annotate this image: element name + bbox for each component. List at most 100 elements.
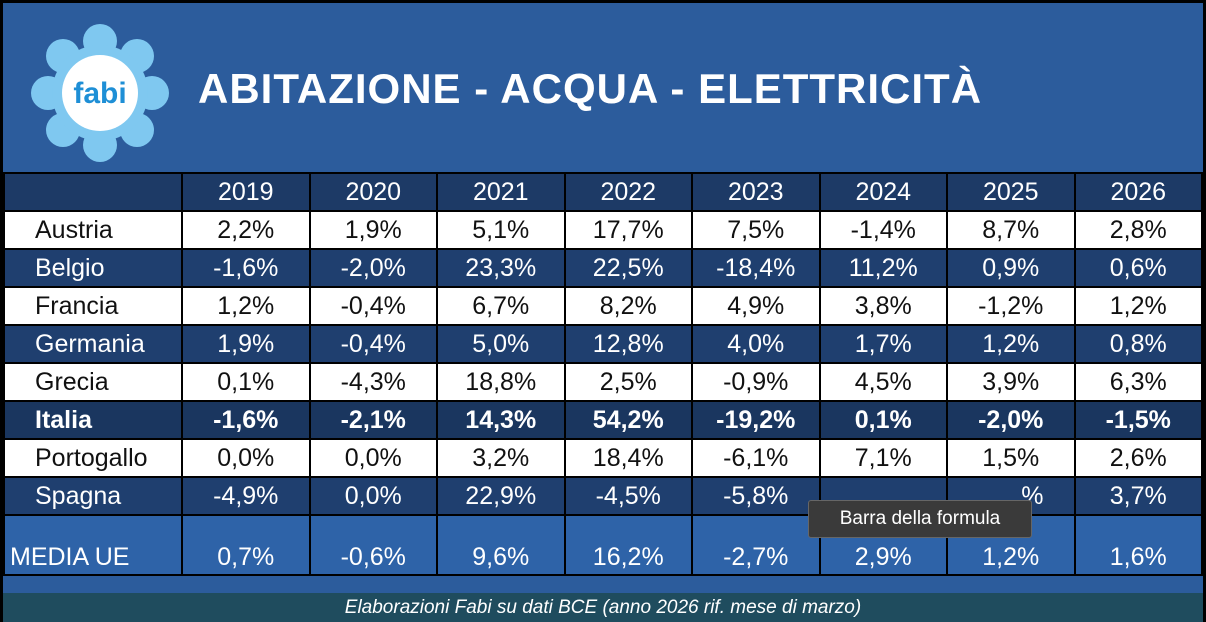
cell: 5,1% <box>436 210 566 250</box>
cell: 1,7% <box>818 324 948 364</box>
cell: 6,7% <box>436 286 566 326</box>
cell: -0,4% <box>308 286 438 326</box>
row-label: Francia <box>3 286 183 326</box>
table-row: Portogallo 0,0% 0,0% 3,2% 18,4% -6,1% 7,1% 1,5%… <box>3 438 1203 478</box>
cell: 0,0% <box>308 476 438 516</box>
cell: 23,3% <box>436 248 566 288</box>
table-row: Germania 1,9% -0,4% 5,0% 12,8% 4,0% 1,7% 1,2% 0,… <box>3 324 1203 364</box>
cell: 3,2% <box>436 438 566 478</box>
cell: -1,6% <box>181 248 311 288</box>
cell: -2,0% <box>308 248 438 288</box>
table-row: Italia -1,6% -2,1% 14,3% 54,2% -19,2% 0,1% -2,0… <box>3 400 1203 440</box>
cell: 0,8% <box>1073 324 1203 364</box>
cell: -5,8% <box>691 476 821 516</box>
column-header: 2023 <box>691 172 821 212</box>
cell: -1,6% <box>181 400 311 440</box>
cell: 1,2% <box>1073 286 1203 326</box>
cell: -2,7% <box>691 514 821 576</box>
cell: 16,2% <box>563 514 693 576</box>
table-row: Belgio -1,6% -2,0% 23,3% 22,5% -18,4% 11,2% 0,9… <box>3 248 1203 288</box>
cell: 12,8% <box>563 324 693 364</box>
logo-text: fabi <box>73 77 126 110</box>
cell: 0,1% <box>818 400 948 440</box>
cell: 0,9% <box>946 248 1076 288</box>
cell: -4,5% <box>563 476 693 516</box>
page: fabi ABITAZIONE - ACQUA - ELETTRICITÀ 20… <box>3 3 1203 622</box>
row-label: Grecia <box>3 362 183 402</box>
cell: 7,1% <box>818 438 948 478</box>
cell: 17,7% <box>563 210 693 250</box>
cell: 1,2% <box>181 286 311 326</box>
cell: 6,3% <box>1073 362 1203 402</box>
table-row: Grecia 0,1% -4,3% 18,8% 2,5% -0,9% 4,5% 3,9% 6,3… <box>3 362 1203 402</box>
row-label: Portogallo <box>3 438 183 478</box>
header-row: 2019 2020 2021 2022 2023 2024 2025 2026 <box>3 172 1203 212</box>
table-row: Francia 1,2% -0,4% 6,7% 8,2% 4,9% 3,8% -1,2% 1,2… <box>3 286 1203 326</box>
cell: 1,9% <box>181 324 311 364</box>
column-header: 2019 <box>181 172 311 212</box>
cell: 1,9% <box>308 210 438 250</box>
cell: 9,6% <box>436 514 566 576</box>
footer: Elaborazioni Fabi su dati BCE (anno 2026… <box>3 593 1203 622</box>
cell: 2,2% <box>181 210 311 250</box>
row-label: Spagna <box>3 476 183 516</box>
cell: 1,2% <box>946 324 1076 364</box>
row-label: Germania <box>3 324 183 364</box>
cell: -6,1% <box>691 438 821 478</box>
cell: -1,5% <box>1073 400 1203 440</box>
cell: 0,7% <box>181 514 311 576</box>
column-header: 2024 <box>818 172 948 212</box>
cell: 22,9% <box>436 476 566 516</box>
cell: 2,8% <box>1073 210 1203 250</box>
cell: -1,4% <box>818 210 948 250</box>
cell: -0,9% <box>691 362 821 402</box>
cell: 3,7% <box>1073 476 1203 516</box>
cell: 54,2% <box>563 400 693 440</box>
logo: fabi <box>31 24 169 162</box>
cell: 2,6% <box>1073 438 1203 478</box>
cell: 1,5% <box>946 438 1076 478</box>
cell: 18,8% <box>436 362 566 402</box>
cell: 5,0% <box>436 324 566 364</box>
row-label: MEDIA UE <box>3 514 183 576</box>
cell: 7,5% <box>691 210 821 250</box>
cell: 0,6% <box>1073 248 1203 288</box>
cell: 11,2% <box>818 248 948 288</box>
column-header: 2025 <box>946 172 1076 212</box>
cell: -4,3% <box>308 362 438 402</box>
title: ABITAZIONE - ACQUA - ELETTRICITÀ <box>198 65 983 112</box>
table: 2019 2020 2021 2022 2023 2024 2025 2026 Austria 2… <box>3 172 1203 576</box>
cell: 22,5% <box>563 248 693 288</box>
cell: 3,8% <box>818 286 948 326</box>
table-row: Austria 2,2% 1,9% 5,1% 17,7% 7,5% -1,4% 8,7% 2,8… <box>3 210 1203 250</box>
cell: 14,3% <box>436 400 566 440</box>
cell: 4,9% <box>691 286 821 326</box>
cell: 1,6% <box>1073 514 1203 576</box>
column-header: 2021 <box>436 172 566 212</box>
cell: 4,5% <box>818 362 948 402</box>
row-label: Belgio <box>3 248 183 288</box>
cell: 3,9% <box>946 362 1076 402</box>
cell: 4,0% <box>691 324 821 364</box>
cell: 18,4% <box>563 438 693 478</box>
cell: -18,4% <box>691 248 821 288</box>
cell: 0,0% <box>308 438 438 478</box>
cell: 2,5% <box>563 362 693 402</box>
cell: -0,4% <box>308 324 438 364</box>
cell: -4,9% <box>181 476 311 516</box>
cell: 8,2% <box>563 286 693 326</box>
cell: 0,0% <box>181 438 311 478</box>
cell: 0,1% <box>181 362 311 402</box>
cell: -0,6% <box>308 514 438 576</box>
corner-cell <box>3 172 183 212</box>
cell: -2,0% <box>946 400 1076 440</box>
row-label: Austria <box>3 210 183 250</box>
cell: 8,7% <box>946 210 1076 250</box>
cell: -1,2% <box>946 286 1076 326</box>
header: fabi ABITAZIONE - ACQUA - ELETTRICITÀ <box>3 3 1203 170</box>
tooltip: Barra della formula <box>808 500 1032 538</box>
column-header: 2020 <box>308 172 438 212</box>
cell: -19,2% <box>691 400 821 440</box>
column-header: 2022 <box>563 172 693 212</box>
row-label: Italia <box>3 400 183 440</box>
